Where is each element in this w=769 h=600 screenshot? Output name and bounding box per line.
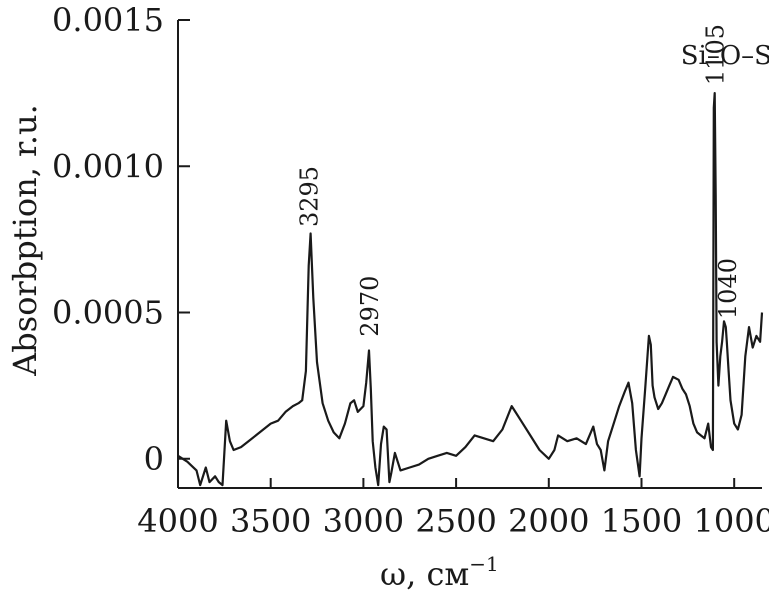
y-axis-title: Absorbption, r.u. (6, 104, 44, 377)
x-tick-label: 1500 (601, 502, 682, 540)
y-tick-label: 0 (144, 440, 164, 478)
peak-label: 2970 (356, 276, 384, 337)
x-tick-label: 3500 (230, 502, 311, 540)
x-axis-title-text: ω, см (380, 555, 469, 593)
y-axis-ticks: 0 0.0005 0.0010 0.0015 (52, 1, 190, 478)
axes-frame (177, 20, 762, 489)
peak-label: 1040 (714, 258, 742, 319)
y-tick-label: 0.0015 (52, 1, 164, 39)
x-tick-label: 1000 (693, 502, 769, 540)
x-tick-label: 2500 (415, 502, 496, 540)
absorption-spectrum-line (177, 92, 764, 487)
x-axis-title: ω, см−1 (380, 552, 499, 593)
x-tick-label: 4000 (137, 502, 218, 540)
peak-label: 3295 (296, 166, 324, 227)
peak-annotations: 3295 2970 1105 1040 Si–O–Si (296, 24, 769, 337)
peak-label: 1105 (702, 24, 730, 85)
x-axis-title-unit-exponent: −1 (469, 552, 498, 576)
y-tick-label: 0.0005 (52, 294, 164, 332)
assignment-label: Si–O–Si (681, 41, 769, 71)
x-tick-label: 3000 (323, 502, 404, 540)
x-tick-label: 2000 (508, 502, 589, 540)
y-tick-label: 0.0010 (52, 147, 164, 185)
x-axis-ticks: 4000 3500 3000 2500 2000 1500 1000 (137, 478, 769, 540)
